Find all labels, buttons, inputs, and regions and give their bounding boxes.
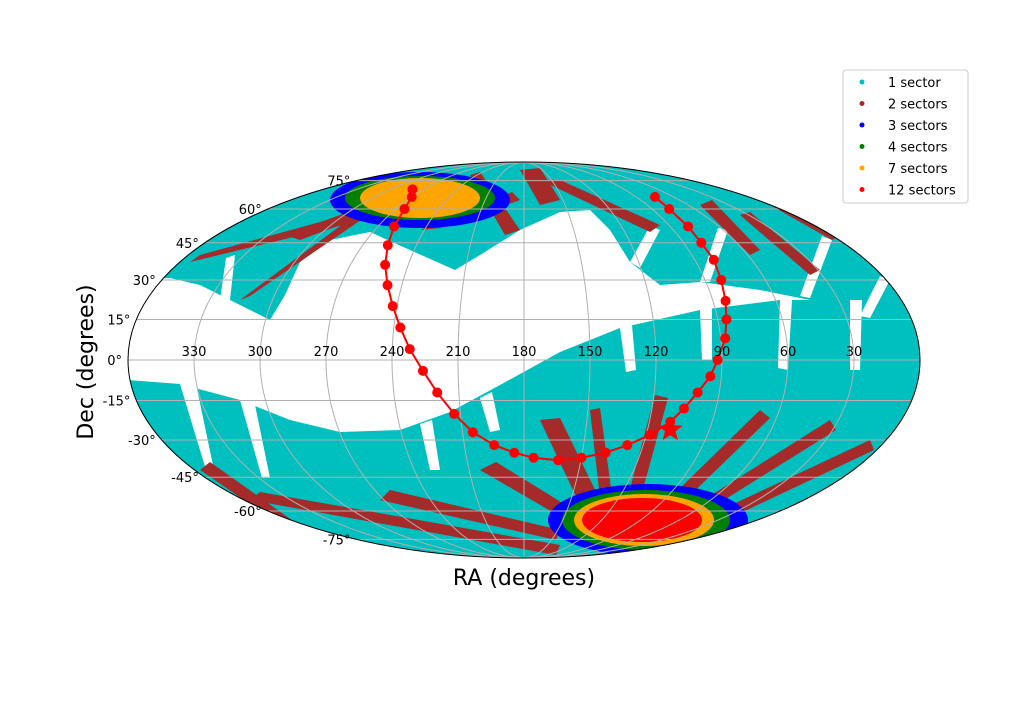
dec-tick-label: -75° — [323, 533, 351, 548]
legend-frame — [842, 69, 969, 204]
meridian-gridline — [523, 162, 855, 558]
ra-tick-label: 180 — [512, 345, 537, 360]
ra-tick-label: 120 — [644, 345, 669, 360]
legend-label: 3 sectors — [888, 119, 948, 134]
ra-tick-label: 150 — [578, 345, 603, 360]
dec-tick-label: -30° — [128, 434, 156, 449]
ra-tick-label: 300 — [248, 345, 273, 360]
ra-tick-label: 330 — [182, 345, 207, 360]
ecliptic-point — [645, 429, 656, 440]
ecliptic-point — [664, 204, 675, 215]
legend-label: 7 sectors — [888, 162, 948, 177]
map-grid — [128, 162, 920, 558]
legend-marker — [859, 187, 865, 192]
ecliptic-point — [705, 371, 716, 382]
ecliptic-point — [553, 455, 564, 466]
ecliptic-point — [489, 440, 500, 451]
ra-tick-labels: 330 300 270 240 210 180 150 120 90 60 30 — [182, 345, 863, 360]
ecliptic-point — [600, 447, 611, 458]
dec-tick-label: -60° — [234, 505, 262, 520]
legend-label: 12 sectors — [888, 184, 956, 199]
ecliptic-path — [380, 184, 732, 466]
dec-tick-label: 60° — [239, 203, 262, 218]
meridian-gridline — [325, 162, 525, 558]
meridian-gridline — [523, 162, 789, 558]
ecliptic-point — [708, 254, 719, 265]
meridian-gridline — [523, 162, 657, 558]
coverage-7-sectors-north — [360, 178, 480, 218]
meridian-gridline — [523, 162, 591, 558]
legend-marker — [859, 101, 865, 106]
ecliptic-point — [395, 322, 406, 333]
meridian-gridline — [259, 162, 525, 558]
legend-label: 1 sector — [888, 76, 941, 91]
ecliptic-point — [721, 314, 732, 325]
ecliptic-point — [716, 275, 727, 286]
dec-tick-label: 75° — [327, 175, 350, 190]
ecliptic-point — [528, 452, 539, 463]
ecliptic-point — [382, 280, 393, 291]
ra-tick-label: 240 — [380, 345, 405, 360]
dec-tick-label: 15° — [107, 313, 130, 328]
y-axis-label: Dec (degrees) — [74, 284, 99, 439]
coverage-12-sectors-south — [582, 498, 702, 542]
ra-tick-label: 270 — [314, 345, 339, 360]
legend-marker — [859, 79, 865, 85]
ra-tick-label: 30 — [846, 345, 863, 360]
ecliptic-point — [399, 204, 410, 215]
ecliptic-point — [509, 447, 520, 458]
ecliptic-point — [622, 440, 633, 451]
dec-tick-label: 0° — [107, 354, 122, 369]
ecliptic-point — [649, 191, 660, 202]
x-axis-label: RA (degrees) — [453, 566, 595, 591]
star-marker — [657, 416, 683, 441]
ecliptic-point — [720, 333, 731, 344]
dec-tick-label: 45° — [176, 237, 199, 252]
ecliptic-point — [449, 408, 460, 419]
coverage-1-sector-north — [128, 162, 920, 330]
ecliptic-point — [576, 452, 587, 463]
meridian-gridline — [457, 162, 525, 558]
legend-marker — [859, 165, 865, 171]
meridian-gridline — [193, 162, 525, 558]
dec-tick-labels: -75° -60° -45° -30° -15° 0° 15° 30° 45° 60° 75° — [103, 175, 351, 549]
legend: 1 sector 2 sectors 3 sectors 4 sectors 7 sec… — [842, 69, 969, 204]
ecliptic-point — [389, 221, 400, 232]
ra-tick-label: 60 — [780, 345, 797, 360]
ra-tick-label: 90 — [714, 345, 731, 360]
meridian-gridline — [391, 162, 525, 558]
legend-marker — [859, 144, 865, 149]
dec-tick-label: -15° — [103, 395, 131, 410]
ecliptic-point — [678, 403, 689, 414]
legend-marker — [859, 122, 865, 128]
ecliptic-point — [407, 184, 418, 195]
dec-tick-label: 30° — [133, 274, 156, 289]
ecliptic-point — [387, 301, 398, 312]
ecliptic-point — [382, 240, 393, 251]
ecliptic-point — [417, 365, 428, 376]
ecliptic-point — [696, 237, 707, 248]
ecliptic-point — [712, 355, 723, 365]
ecliptic-point — [432, 387, 443, 398]
ecliptic-point — [467, 427, 478, 438]
ecliptic-point — [404, 344, 415, 355]
ecliptic-point — [692, 387, 703, 398]
ra-tick-label: 210 — [446, 345, 471, 360]
ecliptic-point — [720, 295, 731, 306]
legend-label: 2 sectors — [888, 98, 948, 113]
ecliptic-point — [406, 191, 417, 202]
dec-tick-label: -45° — [171, 471, 199, 486]
ecliptic-point — [380, 259, 391, 270]
map-outline — [127, 161, 921, 559]
legend-label: 4 sectors — [888, 141, 948, 156]
ecliptic-point — [683, 221, 694, 232]
